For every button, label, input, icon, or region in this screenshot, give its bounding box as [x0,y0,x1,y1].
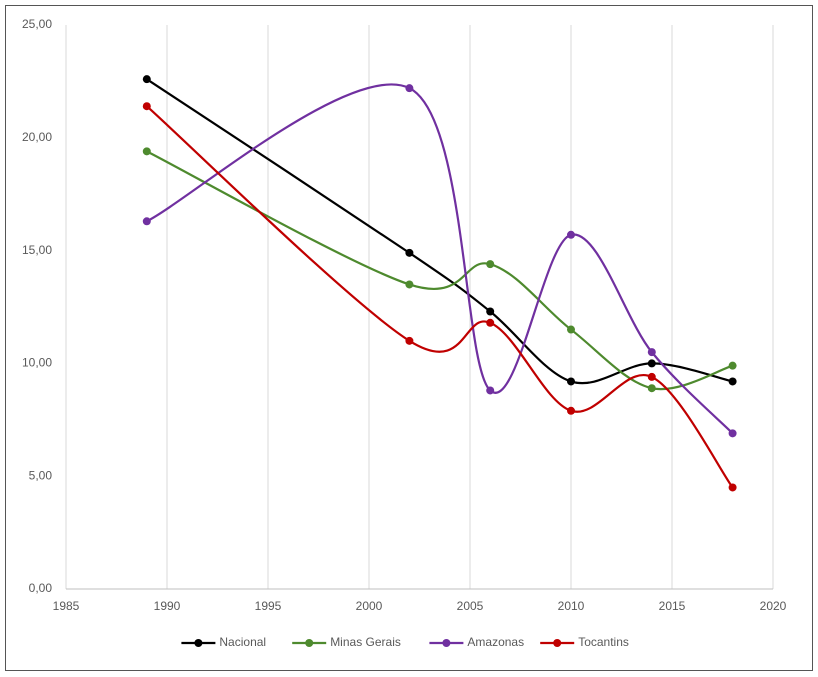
data-point [486,318,495,327]
x-tick-label: 1990 [154,599,181,613]
legend-label: Minas Gerais [330,635,401,649]
data-point [647,372,656,381]
legend-marker [553,639,562,647]
x-tick-label: 1985 [53,599,80,613]
legend-marker [194,639,203,647]
x-tick-label: 1995 [255,599,282,613]
data-point [405,248,414,257]
data-point [567,377,575,386]
y-tick-label: 0,00 [29,581,53,595]
legend-label: Nacional [219,635,266,649]
data-point [728,361,737,370]
legend-label: Amazonas [467,635,524,649]
y-tick-label: 15,00 [22,243,52,257]
x-tick-label: 2015 [659,599,686,613]
data-point [486,386,495,395]
legend-marker [305,639,314,647]
series-line [146,83,734,435]
data-point [405,84,414,93]
data-point [142,75,151,84]
data-point [567,406,575,415]
data-point [142,102,151,111]
data-point [142,217,151,226]
data-point [142,147,151,156]
data-point [486,307,495,316]
y-tick-label: 20,00 [22,130,52,144]
legend-label: Tocantins [578,635,629,649]
legend-marker [442,639,451,647]
data-point [728,377,737,386]
data-point [647,384,656,393]
data-point [486,260,495,269]
y-tick-label: 10,00 [22,356,52,370]
x-tick-label: 2020 [760,599,787,613]
x-tick-label: 2010 [558,599,585,613]
data-point [567,230,575,239]
y-tick-label: 25,00 [22,17,52,31]
data-point [728,429,737,438]
x-tick-label: 2005 [457,599,484,613]
y-tick-label: 5,00 [29,468,53,482]
data-point [405,336,414,345]
data-point [647,348,656,357]
data-point [567,325,575,334]
x-tick-label: 2000 [356,599,383,613]
data-point [728,483,737,492]
data-point [647,359,656,368]
data-point [405,280,414,289]
